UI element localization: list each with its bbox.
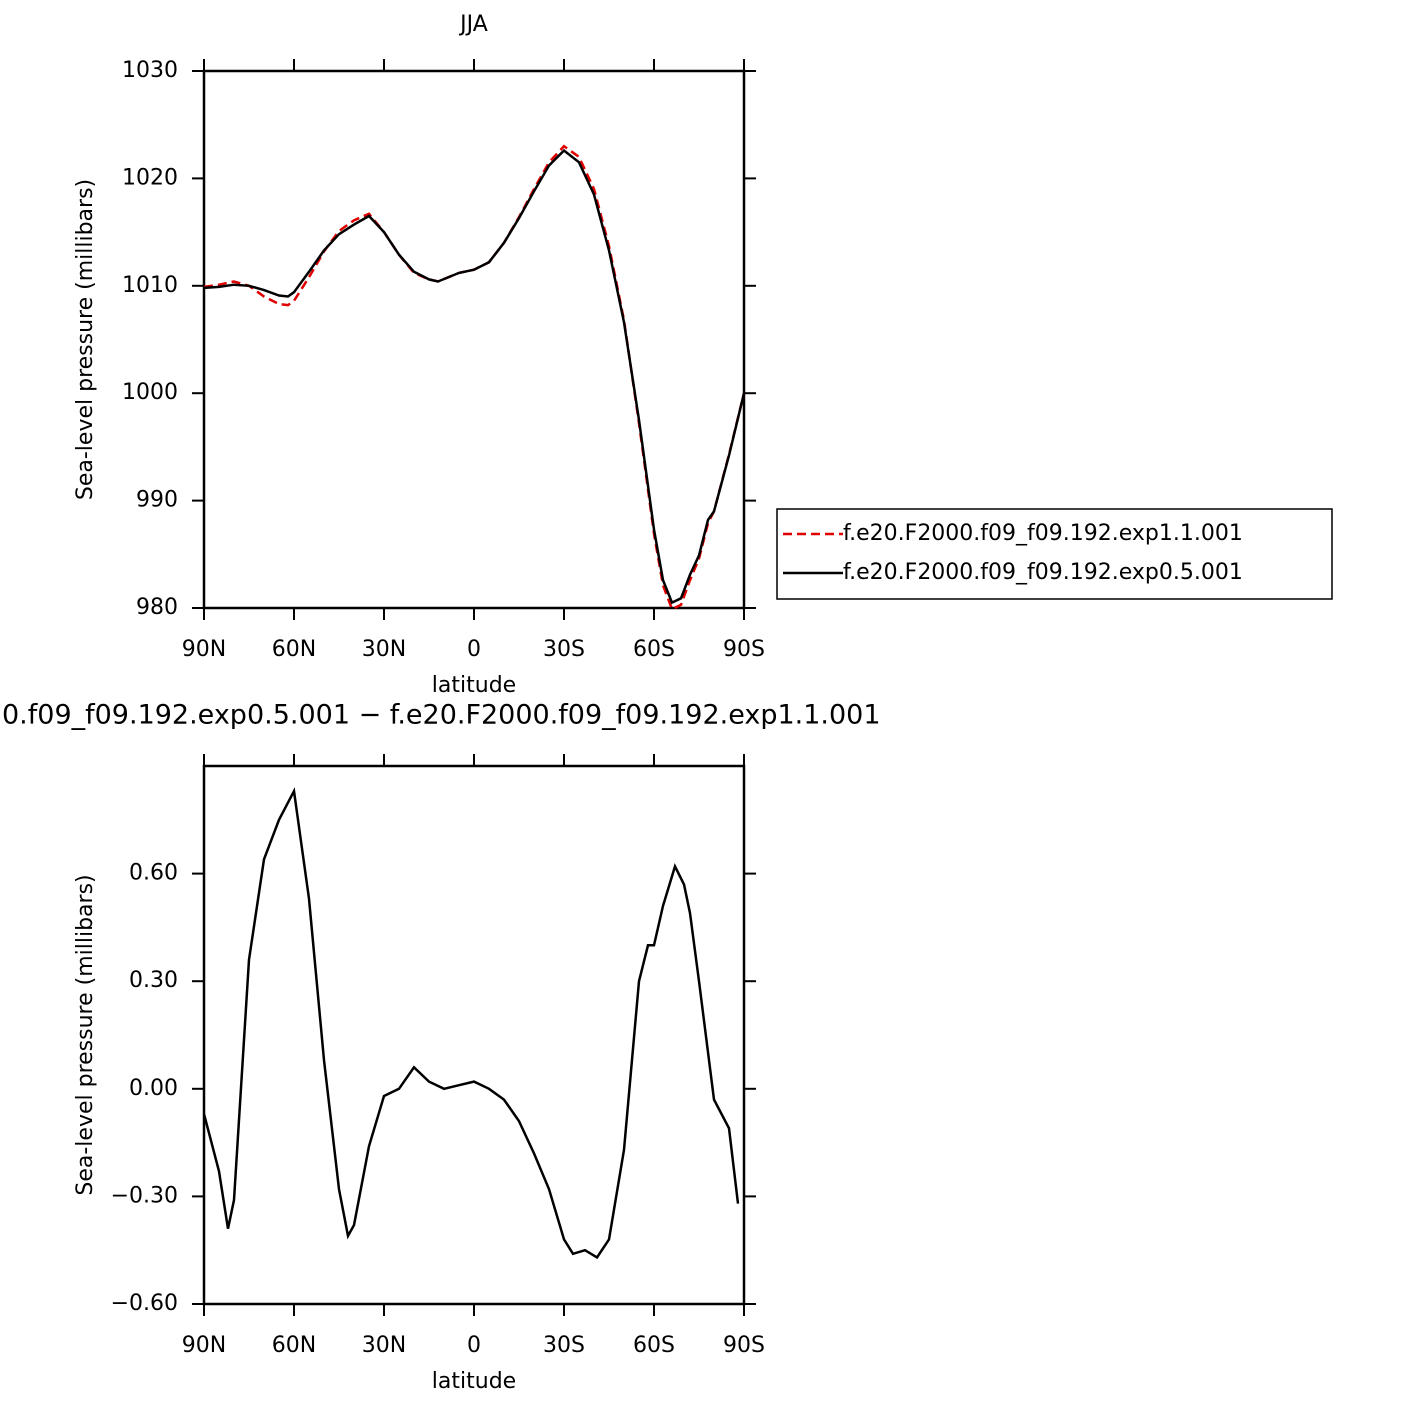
y-tick-label: 1010 (122, 273, 178, 298)
y-axis-label: Sea-level pressure (millibars) (73, 874, 98, 1195)
y-tick-label: 0.60 (129, 861, 178, 886)
legend-box (776, 508, 1333, 600)
plot-frame (202, 764, 746, 1306)
x-tick-label: 60S (633, 1333, 675, 1358)
x-tick-label: 30S (543, 637, 585, 662)
x-tick-label: 30S (543, 1333, 585, 1358)
y-tick-label: 1020 (122, 165, 178, 190)
y-tick-label: 980 (136, 595, 178, 620)
y-tick-label: 0.30 (129, 968, 178, 993)
chart-title: 0.f09_f09.192.exp0.5.001 − f.e20.F2000.f… (2, 700, 881, 731)
x-tick-label: 90N (182, 1333, 226, 1358)
plot-frame (202, 69, 746, 610)
x-tick-label: 90N (182, 637, 226, 662)
x-tick-label: 30N (362, 1333, 406, 1358)
y-tick-label: 990 (136, 488, 178, 513)
x-tick-label: 0 (467, 637, 481, 662)
chart-title: JJA (458, 12, 488, 37)
x-tick-label: 60N (272, 1333, 316, 1358)
y-axis-label: Sea-level pressure (millibars) (73, 179, 98, 500)
y-tick-label: −0.30 (111, 1183, 178, 1208)
y-tick-label: 1030 (122, 58, 178, 83)
data-line (203, 148, 746, 605)
x-tick-label: 30N (362, 637, 406, 662)
data-line (203, 144, 746, 611)
legend-label: f.e20.F2000.f09_f09.192.exp1.1.001 (843, 521, 1243, 546)
x-axis-label: latitude (432, 673, 516, 698)
x-tick-label: 90S (723, 1333, 765, 1358)
y-tick-label: 0.00 (129, 1076, 178, 1101)
legend-label: f.e20.F2000.f09_f09.192.exp0.5.001 (843, 560, 1243, 585)
y-tick-label: 1000 (122, 380, 178, 405)
data-line (202, 787, 740, 1260)
x-tick-label: 0 (467, 1333, 481, 1358)
x-tick-label: 60S (633, 637, 675, 662)
x-axis-label: latitude (432, 1369, 516, 1394)
x-tick-label: 90S (723, 637, 765, 662)
x-tick-label: 60N (272, 637, 316, 662)
y-tick-label: −0.60 (111, 1291, 178, 1316)
